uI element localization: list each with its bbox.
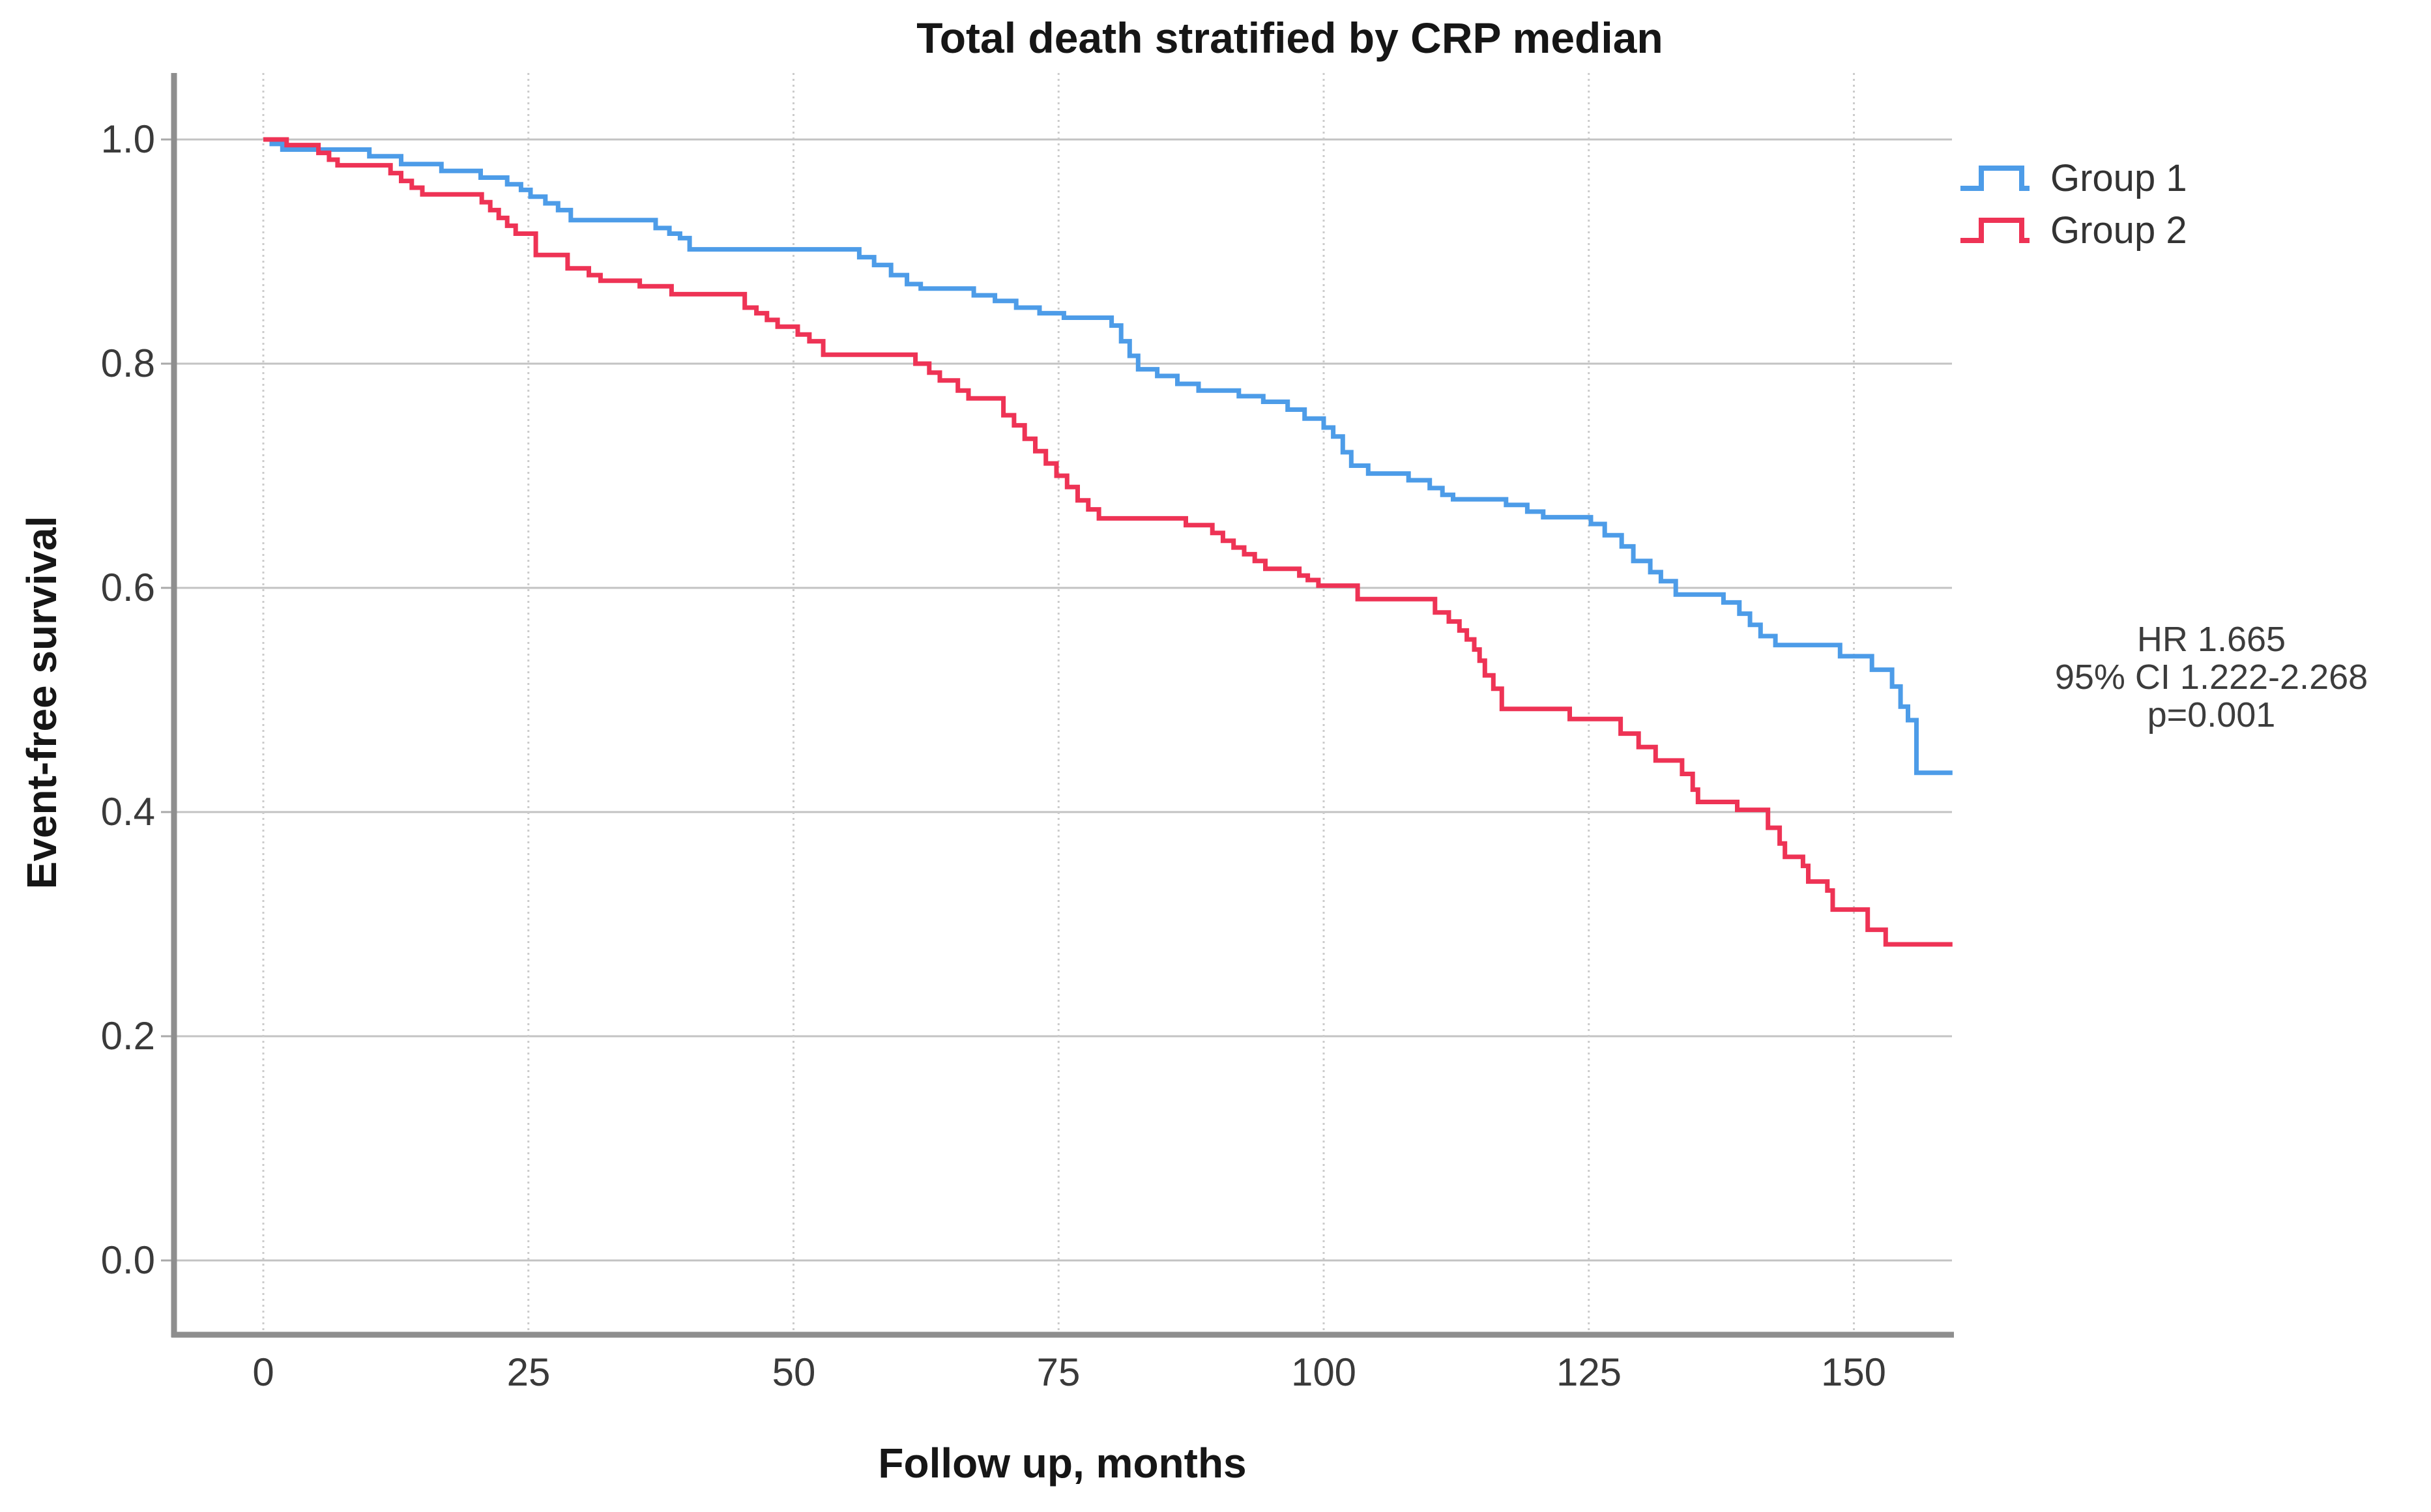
y-tick-label: 1.0 [100,117,155,161]
hr-value: HR 1.665 [2136,620,2286,659]
legend-label: Group 2 [2050,209,2187,252]
y-tick-label: 0.0 [100,1238,155,1282]
legend: Group 1 Group 2 [1957,156,2187,252]
x-tick-label: 75 [1036,1350,1081,1394]
x-tick-label: 100 [1290,1350,1357,1394]
x-tick-label: 25 [506,1350,551,1394]
x-axis-title: Follow up, months [878,1440,1247,1487]
p-value: p=0.001 [2147,695,2276,734]
ci-value: 95% CI 1.222-2.268 [2054,658,2368,697]
x-tick-label: 0 [252,1350,274,1394]
chart-title: Total death stratified by CRP median [916,14,1663,62]
x-tick-label: 125 [1556,1350,1622,1394]
group1-step-line-icon [1960,166,2030,191]
legend-label: Group 1 [2050,156,2187,199]
x-tick-label: 50 [772,1350,816,1394]
y-tick-label: 0.6 [100,566,155,609]
km-curve-group-1 [263,137,1953,776]
group2-step-line-icon [1960,218,2030,243]
km-curve-group-2 [263,137,1953,947]
x-tick-label: 150 [1820,1350,1887,1394]
y-tick-label: 0.2 [100,1014,155,1058]
y-tick-label: 0.4 [100,790,155,834]
legend-item-group2: Group 2 [1957,209,2187,252]
y-tick-label: 0.8 [100,342,155,385]
legend-item-group1: Group 1 [1957,156,2187,199]
stats-annotation: HR 1.665 95% CI 1.222-2.268 p=0.001 [2055,620,2368,734]
